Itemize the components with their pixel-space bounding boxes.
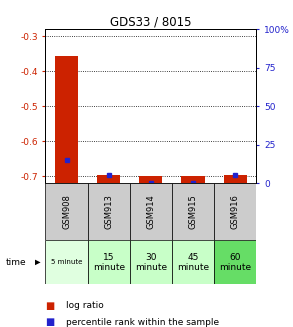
Text: log ratio: log ratio (66, 301, 104, 310)
Text: GSM914: GSM914 (146, 194, 155, 229)
Text: percentile rank within the sample: percentile rank within the sample (66, 318, 219, 327)
Bar (224, 175, 247, 183)
FancyBboxPatch shape (172, 240, 214, 284)
Text: GSM908: GSM908 (62, 194, 71, 229)
Text: ■: ■ (45, 317, 55, 327)
Text: GSM913: GSM913 (104, 194, 113, 229)
Title: GDS33 / 8015: GDS33 / 8015 (110, 15, 192, 28)
FancyBboxPatch shape (130, 240, 172, 284)
Bar (181, 176, 205, 183)
FancyBboxPatch shape (45, 240, 88, 284)
Bar (97, 175, 120, 183)
Text: 30
minute: 30 minute (135, 253, 167, 272)
Text: 15
minute: 15 minute (93, 253, 125, 272)
Text: 60
minute: 60 minute (219, 253, 251, 272)
FancyBboxPatch shape (88, 183, 130, 240)
FancyBboxPatch shape (130, 183, 172, 240)
Text: time: time (6, 258, 26, 267)
FancyBboxPatch shape (172, 183, 214, 240)
FancyBboxPatch shape (214, 183, 256, 240)
Text: 45
minute: 45 minute (177, 253, 209, 272)
Bar (55, 56, 78, 183)
FancyBboxPatch shape (88, 240, 130, 284)
FancyBboxPatch shape (45, 183, 88, 240)
FancyBboxPatch shape (214, 240, 256, 284)
Text: 5 minute: 5 minute (51, 259, 82, 266)
Text: ■: ■ (45, 301, 55, 311)
Bar (139, 176, 163, 183)
Text: GSM915: GSM915 (189, 194, 197, 229)
Text: GSM916: GSM916 (231, 194, 240, 229)
